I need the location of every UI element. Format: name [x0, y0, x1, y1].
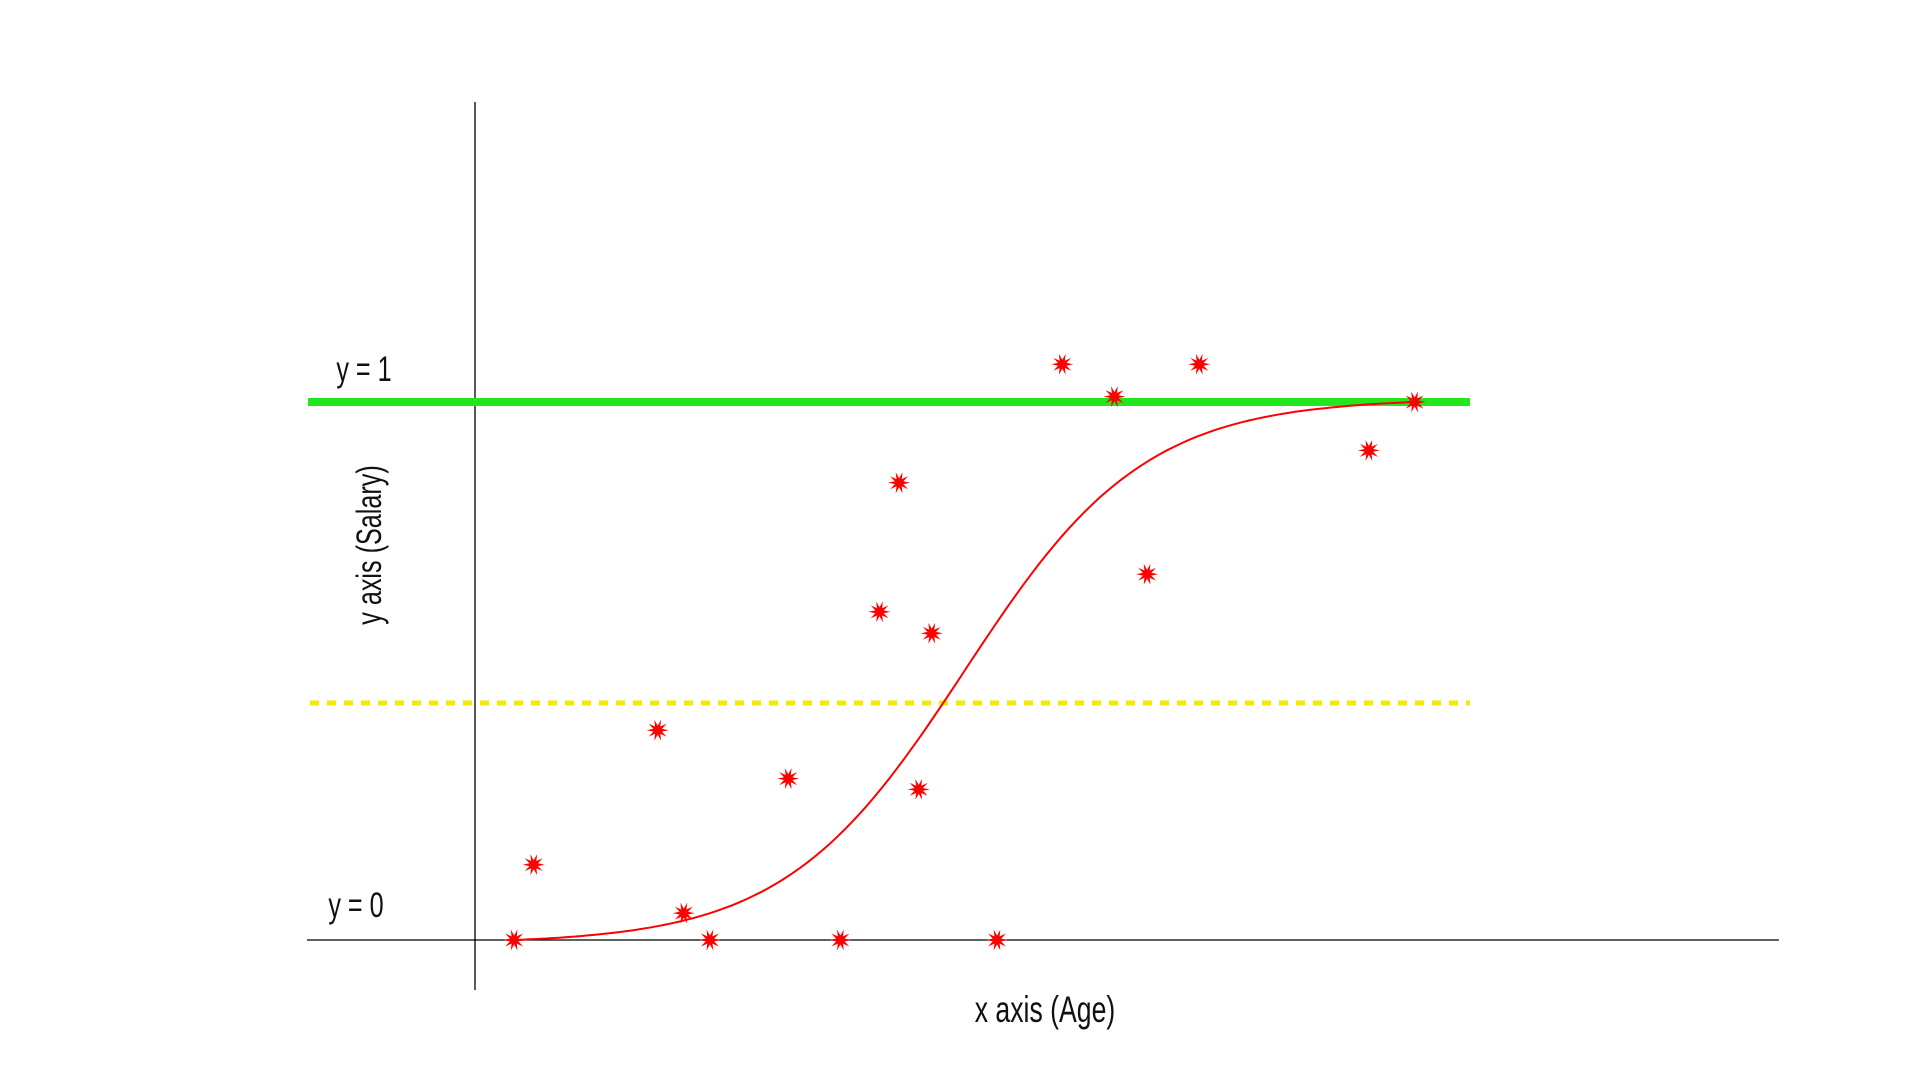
data-point [986, 929, 1008, 951]
sigmoid-curve [514, 401, 1415, 941]
data-point [1403, 391, 1426, 413]
y-one-label: y = 1 [336, 350, 391, 389]
data-point [920, 622, 943, 644]
y-axis-title: y axis (Salary) [350, 465, 389, 625]
data-point [1051, 353, 1074, 375]
x-axis-title: x axis (Age) [975, 989, 1116, 1030]
data-point [522, 854, 545, 876]
data-point [698, 929, 721, 951]
data-point [868, 601, 891, 623]
data-point [777, 768, 800, 790]
data-point [907, 778, 930, 800]
data-point [888, 472, 911, 494]
data-point [829, 929, 852, 951]
data-points [503, 353, 1426, 951]
data-point [672, 902, 695, 924]
y-zero-label: y = 0 [328, 886, 383, 925]
data-point [1188, 353, 1211, 375]
data-point [1357, 440, 1380, 461]
data-point [503, 929, 526, 951]
data-point [646, 719, 669, 741]
data-point [1136, 563, 1159, 585]
data-point [1103, 386, 1126, 408]
